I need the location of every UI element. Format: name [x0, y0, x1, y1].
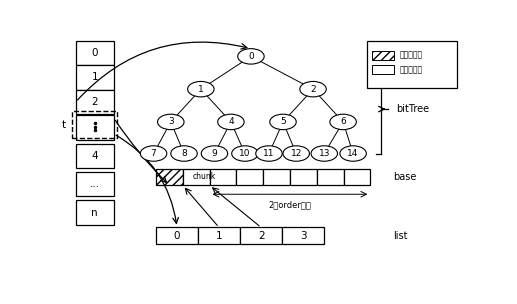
Text: 1: 1	[216, 231, 222, 241]
Text: t: t	[62, 119, 66, 130]
Circle shape	[158, 114, 184, 130]
Bar	[240, 227, 282, 244]
Text: 4: 4	[92, 151, 98, 161]
Bar	[263, 168, 290, 185]
Bar	[372, 65, 394, 74]
Bar	[75, 172, 114, 196]
Bar	[198, 227, 240, 244]
Text: 被使用的块: 被使用的块	[399, 51, 422, 60]
Text: 0: 0	[92, 48, 98, 58]
Text: 6: 6	[340, 117, 346, 126]
Circle shape	[330, 114, 356, 130]
Circle shape	[270, 114, 296, 130]
Bar	[183, 168, 209, 185]
Bar	[282, 227, 324, 244]
Circle shape	[311, 146, 338, 161]
Bar	[75, 40, 114, 65]
Text: 7: 7	[150, 149, 157, 158]
Text: 3: 3	[300, 231, 307, 241]
Circle shape	[238, 49, 264, 64]
Text: bitTree: bitTree	[397, 104, 430, 114]
Circle shape	[201, 146, 227, 161]
Bar	[75, 143, 114, 168]
Text: 3: 3	[168, 117, 174, 126]
Bar	[156, 168, 183, 185]
Text: 0: 0	[174, 231, 180, 241]
Text: chunk: chunk	[193, 172, 216, 181]
Bar	[156, 227, 198, 244]
Text: 13: 13	[318, 149, 330, 158]
Circle shape	[232, 146, 258, 161]
Bar	[236, 168, 263, 185]
Bar	[209, 168, 236, 185]
Text: 11: 11	[263, 149, 275, 158]
Bar	[75, 116, 114, 140]
Text: 9: 9	[211, 149, 217, 158]
Text: ...: ...	[89, 179, 100, 189]
Text: 8: 8	[181, 149, 187, 158]
Text: base: base	[393, 172, 417, 182]
Text: 4: 4	[228, 117, 234, 126]
Text: 1: 1	[92, 72, 98, 82]
Circle shape	[300, 81, 326, 97]
Text: 5: 5	[280, 117, 286, 126]
Text: 14: 14	[347, 149, 359, 158]
Circle shape	[140, 146, 167, 161]
Circle shape	[340, 146, 367, 161]
Circle shape	[283, 146, 310, 161]
Text: 2: 2	[92, 97, 98, 107]
Circle shape	[171, 146, 197, 161]
Bar	[367, 41, 458, 88]
Text: 2: 2	[310, 85, 316, 94]
Circle shape	[218, 114, 244, 130]
Circle shape	[188, 81, 214, 97]
Bar	[75, 65, 114, 90]
Text: 10: 10	[239, 149, 251, 158]
Bar	[75, 90, 114, 114]
Text: 2: 2	[258, 231, 265, 241]
Circle shape	[256, 146, 282, 161]
Bar	[317, 168, 343, 185]
Text: n: n	[92, 208, 98, 217]
Text: list: list	[393, 231, 408, 241]
Text: 12: 12	[291, 149, 302, 158]
Text: 0: 0	[248, 52, 254, 61]
Bar	[343, 168, 370, 185]
Text: 元使用的块: 元使用的块	[399, 65, 422, 74]
Bar	[72, 111, 117, 138]
Bar	[290, 168, 317, 185]
Bar	[372, 50, 394, 60]
Text: 1: 1	[198, 85, 204, 94]
Bar	[75, 200, 114, 225]
Text: 2的order次方: 2的order次方	[268, 200, 311, 209]
